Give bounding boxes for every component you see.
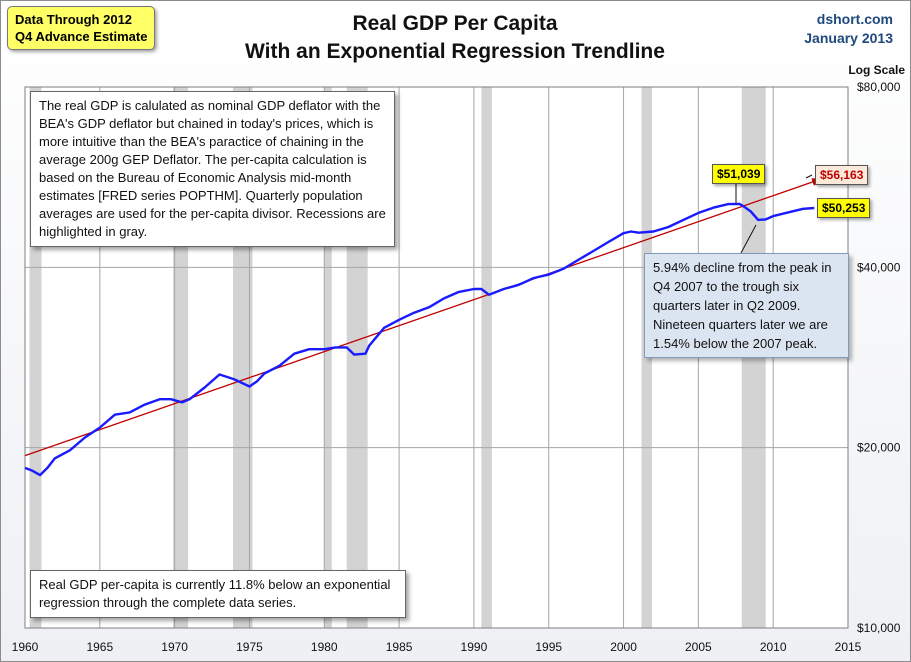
regression-note: Real GDP per-capita is currently 11.8% b… [30,570,406,618]
y-tick-label: $40,000 [857,260,901,274]
x-tick-label: 1970 [161,640,188,654]
y-tick-label: $20,000 [857,441,901,455]
x-tick-label: 1965 [86,640,113,654]
log-scale-label: Log Scale [848,63,905,77]
trendline [24,178,823,457]
source-credit: dshort.com [816,11,893,27]
current-value-label: $50,253 [817,198,871,218]
x-tick-label: 2005 [685,640,712,654]
x-tick-label: 1990 [461,640,488,654]
x-tick-label: 1985 [386,640,413,654]
x-tick-label: 2000 [610,640,637,654]
x-tick-label: 1995 [535,640,562,654]
y-tick-label: $10,000 [857,621,901,635]
y-tick-label: $80,000 [857,80,901,94]
chart-title: Real GDP Per Capita [352,12,558,35]
recession-band [324,87,332,628]
peak-value-label: $51,039 [712,164,766,184]
chart-subtitle: With an Exponential Regression Trendline [245,40,665,63]
recession-band [29,87,42,628]
trend-label-pointer [805,174,813,179]
source-date: January 2013 [804,30,893,46]
decline-callout-pointer [740,224,757,254]
x-tick-label: 1975 [236,640,263,654]
methodology-note: The real GDP is calulated as nominal GDP… [30,91,395,247]
trend-end-value-label: $56,163 [815,165,869,185]
decline-callout: 5.94% decline from the peak in Q4 2007 t… [644,253,849,358]
badge-line-1: Data Through 2012 [15,12,133,27]
badge-line-2: Q4 Advance Estimate [15,29,148,44]
recession-band [481,87,492,628]
x-tick-label: 2015 [835,640,862,654]
x-tick-label: 1980 [311,640,338,654]
x-tick-label: 1960 [12,640,39,654]
data-through-badge: Data Through 2012 Q4 Advance Estimate [7,6,156,50]
gdp-series-line [24,202,815,477]
x-tick-label: 2010 [760,640,787,654]
